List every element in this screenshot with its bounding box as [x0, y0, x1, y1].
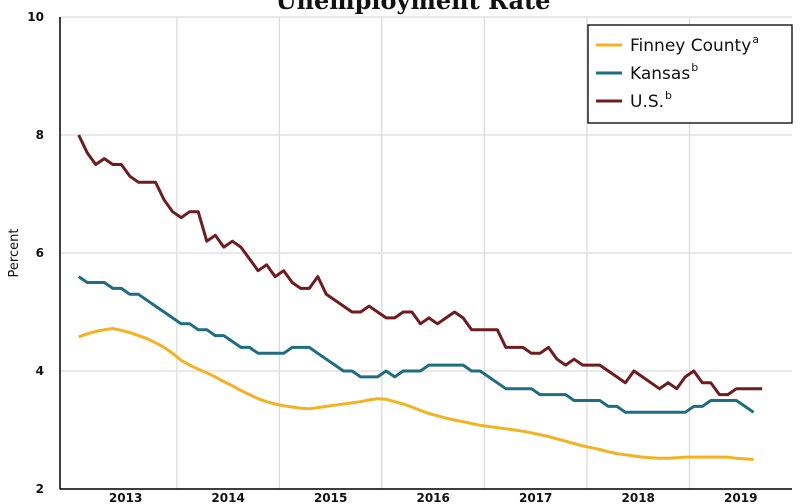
chart-title: Unemployment Rate [276, 0, 551, 15]
y-axis-label: Percent [7, 229, 22, 278]
legend-label: U.S. [630, 92, 664, 112]
legend-label: Kansas [630, 64, 690, 84]
x-tick-label: 2014 [211, 491, 244, 504]
y-tick-label: 2 [36, 482, 44, 496]
x-tick-label: 2016 [416, 491, 449, 504]
series-line [77, 134, 763, 397]
legend-note: b [665, 89, 672, 102]
legend-note: b [691, 61, 698, 74]
y-tick-label: 6 [36, 246, 44, 260]
x-tick-label: 2019 [724, 491, 757, 504]
x-tick-label: 2015 [314, 491, 347, 504]
x-tick-label: 2013 [109, 491, 142, 504]
y-tick-label: 4 [36, 364, 44, 378]
legend-note: a [752, 33, 759, 46]
series-line [77, 275, 755, 414]
x-tick-label: 2018 [622, 491, 655, 504]
y-tick-label: 10 [27, 10, 44, 24]
x-tick-label: 2017 [519, 491, 552, 504]
series-line [78, 327, 754, 461]
legend-label: Finney County [630, 36, 751, 56]
y-tick-label: 8 [36, 128, 44, 142]
